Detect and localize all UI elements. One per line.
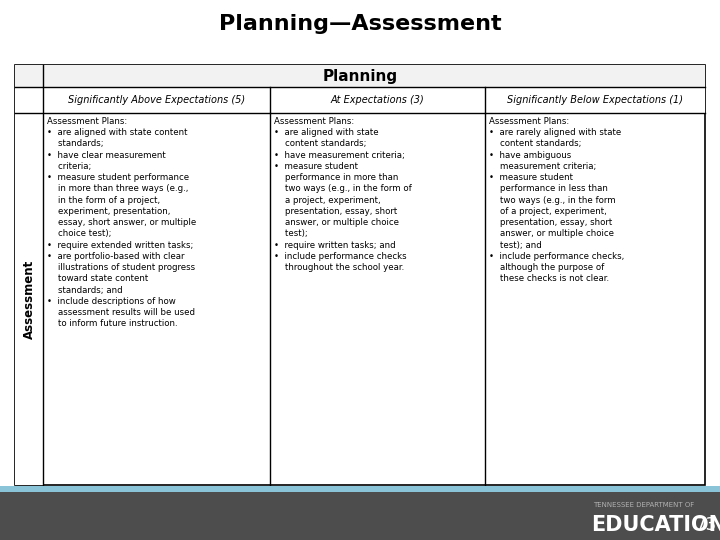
- Text: Assessment Plans:
•  are aligned with state
    content standards;
•  have measu: Assessment Plans: • are aligned with sta…: [274, 117, 412, 272]
- Text: At Expectations (3): At Expectations (3): [330, 95, 424, 105]
- Bar: [15, 87, 705, 113]
- Text: Assessment: Assessment: [22, 259, 35, 339]
- Bar: [15, 113, 43, 485]
- Text: 73: 73: [696, 516, 716, 534]
- Bar: [0, 486, 720, 492]
- Text: Significantly Below Expectations (1): Significantly Below Expectations (1): [507, 95, 683, 105]
- Bar: [0, 492, 720, 540]
- Text: Planning—Assessment: Planning—Assessment: [219, 14, 501, 34]
- Text: EDUCATION: EDUCATION: [591, 515, 720, 535]
- Text: Assessment Plans:
•  are rarely aligned with state
    content standards;
•  hav: Assessment Plans: • are rarely aligned w…: [489, 117, 624, 284]
- Text: Assessment Plans:
•  are aligned with state content
    standards;
•  have clear: Assessment Plans: • are aligned with sta…: [47, 117, 197, 328]
- Text: Significantly Above Expectations (5): Significantly Above Expectations (5): [68, 95, 245, 105]
- Text: Planning: Planning: [323, 69, 397, 84]
- Text: TENNESSEE DEPARTMENT OF: TENNESSEE DEPARTMENT OF: [593, 502, 694, 509]
- Bar: [15, 65, 705, 485]
- Bar: [15, 65, 705, 87]
